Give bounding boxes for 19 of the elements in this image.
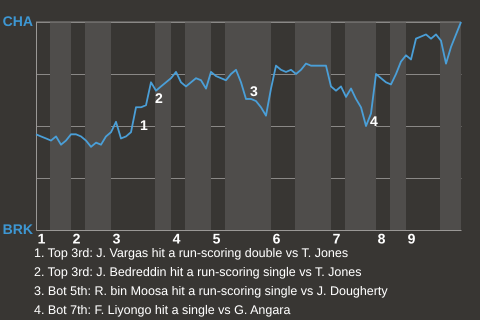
x-tick-label: 4	[172, 230, 181, 246]
annotation: 2	[155, 90, 163, 106]
text: CHA	[2, 13, 33, 29]
x-tick-label: 9	[408, 230, 416, 246]
x-tick-label: 7	[332, 230, 341, 246]
x-tick-label: 8	[378, 230, 386, 246]
x-tick-label: 2	[72, 230, 81, 246]
x-tick-label: 3	[112, 230, 121, 246]
text: 1. Top 3rd: J. Vargas hit a run-scoring double vs T. Jones	[34, 246, 348, 260]
x-tick-label: 5	[212, 230, 221, 246]
annotation: 3	[250, 83, 258, 99]
x-tick-label: 6	[272, 230, 281, 246]
text: BRK	[2, 221, 33, 237]
text: 4. Bot 7th: F. Liyongo hit a single vs G. Angara	[34, 303, 290, 317]
x-tick-label: 1	[38, 230, 46, 246]
text: 2. Top 3rd: J. Bedreddin hit a run-scoring single vs T. Jones	[34, 265, 362, 279]
annotation: 4	[370, 113, 378, 129]
annotation: 1	[140, 117, 148, 133]
text: 3. Bot 5th: R. bin Moosa hit a run-scoring single vs J. Dougherty	[34, 284, 388, 298]
